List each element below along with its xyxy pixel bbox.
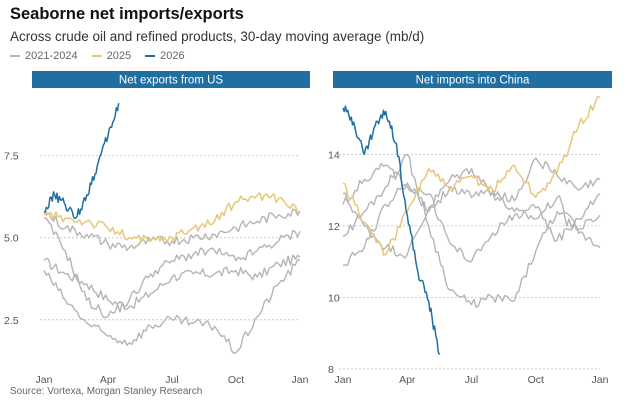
panel-2-series-2021-2024-line [342, 168, 601, 259]
legend-swatch-2025 [91, 55, 102, 57]
panel-2-title: Net imports into China [416, 75, 530, 87]
panel-1-x-tick-label: Jan [292, 374, 309, 386]
chart-title: Seaborne net imports/exports [10, 5, 244, 23]
panel-1-series-2025-line [43, 192, 301, 243]
panel-2-series-2021-2024-line [342, 157, 601, 266]
panel-1-series-2021-2024-line [43, 217, 301, 319]
legend-item-2021-2024: 2021-2024 [10, 50, 78, 62]
legend: 2021-2024 2025 2026 [10, 50, 185, 62]
panel-2-y-tick-label: 12 [328, 221, 340, 233]
panel-1-series-2026-line [43, 102, 120, 220]
panel-2-x-tick-label: Apr [399, 374, 416, 386]
panel-1-title-banner [32, 71, 310, 88]
panel-1-x-tick-label: Oct [228, 374, 244, 386]
panel-2-series-2026-line [342, 105, 441, 355]
panel-1-x-tick-label: Apr [100, 374, 117, 386]
panel-1-y-tick-label: 2.5 [4, 315, 19, 327]
panel-2-series-2021-2024-line [342, 162, 601, 263]
legend-label-2026: 2026 [160, 50, 185, 62]
panel-1-series-2021-2024-line [43, 254, 301, 310]
chart-subtitle: Across crude oil and refined products, 3… [10, 29, 425, 44]
panel-1-x-tick-label: Jul [165, 374, 178, 386]
panel-1-series-2021-2024-line [43, 258, 301, 354]
panel-2-series-2025-line [342, 96, 601, 256]
panel-2-y-tick-label: 14 [328, 149, 340, 161]
panel-2-x-tick-label: Jul [465, 374, 478, 386]
legend-swatch-2021-2024 [10, 55, 20, 57]
panel-1-x-tick-label: Jan [36, 374, 53, 386]
panel-1-y-tick-label: 7.5 [4, 151, 19, 163]
source-note: Source: Vortexa, Morgan Stanley Research [10, 386, 203, 397]
panel-2-y-tick-label: 8 [328, 364, 334, 376]
panel-2-x-tick-label: Oct [528, 374, 544, 386]
panel-2-y-tick-label: 10 [328, 292, 340, 304]
panel-2-x-tick-label: Jan [335, 374, 352, 386]
legend-item-2025: 2025 [91, 50, 132, 62]
legend-item-2026: 2026 [145, 50, 185, 62]
legend-label-2025: 2025 [106, 50, 132, 62]
panel-1-series-2021-2024-line [43, 208, 301, 251]
panel-1-y-tick-label: 5.0 [4, 233, 19, 245]
legend-label-2021-2024: 2021-2024 [25, 50, 78, 62]
legend-swatch-2026 [145, 55, 156, 57]
panel-2-series-2021-2024-line [342, 153, 601, 309]
panel-1-title: Net exports from US [119, 75, 223, 87]
panel-2-x-tick-label: Jan [592, 374, 609, 386]
panel-2-title-banner [333, 71, 612, 88]
